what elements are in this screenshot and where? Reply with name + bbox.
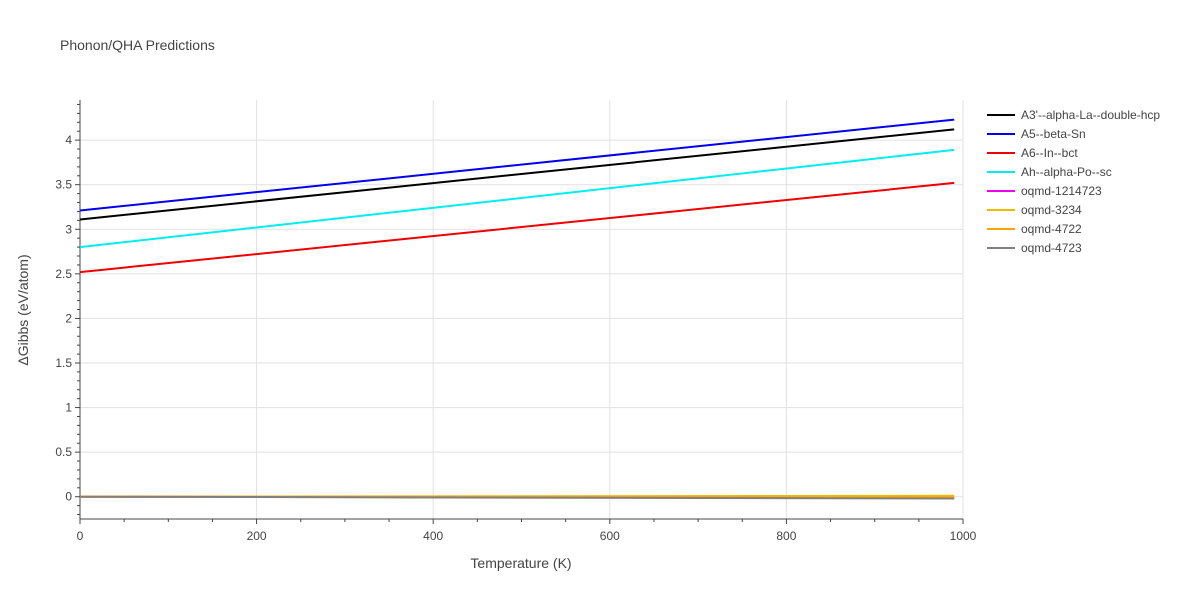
chart-title: Phonon/QHA Predictions [60,37,215,53]
legend-item[interactable]: Ah--alpha-Po--sc [987,165,1112,179]
legend-item[interactable]: oqmd-4722 [987,222,1082,236]
series-line-A6--In--bct [79,181,955,274]
y-tick-label: 3.5 [55,178,72,192]
series-layer [79,118,955,500]
x-tick-label: 0 [77,529,84,543]
x-tick-label: 600 [600,529,620,543]
legend-item[interactable]: A5--beta-Sn [987,127,1086,141]
legend-item[interactable]: A3'--alpha-La--double-hcp [987,108,1160,122]
legend-label: A5--beta-Sn [1021,127,1086,141]
legend[interactable]: A3'--alpha-La--double-hcp A5--beta-Sn A6--… [987,108,1160,255]
y-tick-label: 2.5 [55,267,72,281]
legend-label: oqmd-3234 [1021,203,1082,217]
y-tick-label: 4 [65,133,72,147]
y-tick-label: 1.5 [55,356,72,370]
legend-item[interactable]: oqmd-4723 [987,241,1082,255]
legend-label: A6--In--bct [1021,146,1078,160]
legend-label: A3'--alpha-La--double-hcp [1021,108,1160,122]
legend-label: oqmd-4723 [1021,241,1082,255]
legend-item[interactable]: A6--In--bct [987,146,1078,160]
legend-label: Ah--alpha-Po--sc [1021,165,1112,179]
series-line-A5--beta-Sn [79,118,955,212]
legend-item[interactable]: oqmd-3234 [987,203,1082,217]
legend-label: oqmd-1214723 [1021,184,1102,198]
y-tick-label: 1 [65,401,72,415]
x-tick-label: 1000 [950,529,977,543]
series-line-oqmd-4723 [79,495,955,500]
legend-item[interactable]: oqmd-1214723 [987,184,1102,198]
series-line-Ah--alpha-Po--sc [79,148,955,249]
y-tick-label: 2 [65,311,72,325]
x-axis-title: Temperature (K) [470,555,571,571]
y-tick-label: 0.5 [55,445,72,459]
legend-label: oqmd-4722 [1021,222,1082,236]
x-tick-label: 800 [776,529,796,543]
x-tick-label: 400 [423,529,443,543]
y-tick-label: 3 [65,222,72,236]
x-tick-label: 200 [247,529,267,543]
y-axis-title: ΔGibbs (eV/atom) [15,254,31,365]
axes-layer: 0 200 400 600 800 1000 0 0.5 1 1.5 2 2.5 3 3.5 4 [55,100,977,543]
y-tick-label: 0 [65,490,72,504]
series-line-A3'--alpha-La--double-hcp [79,128,955,221]
